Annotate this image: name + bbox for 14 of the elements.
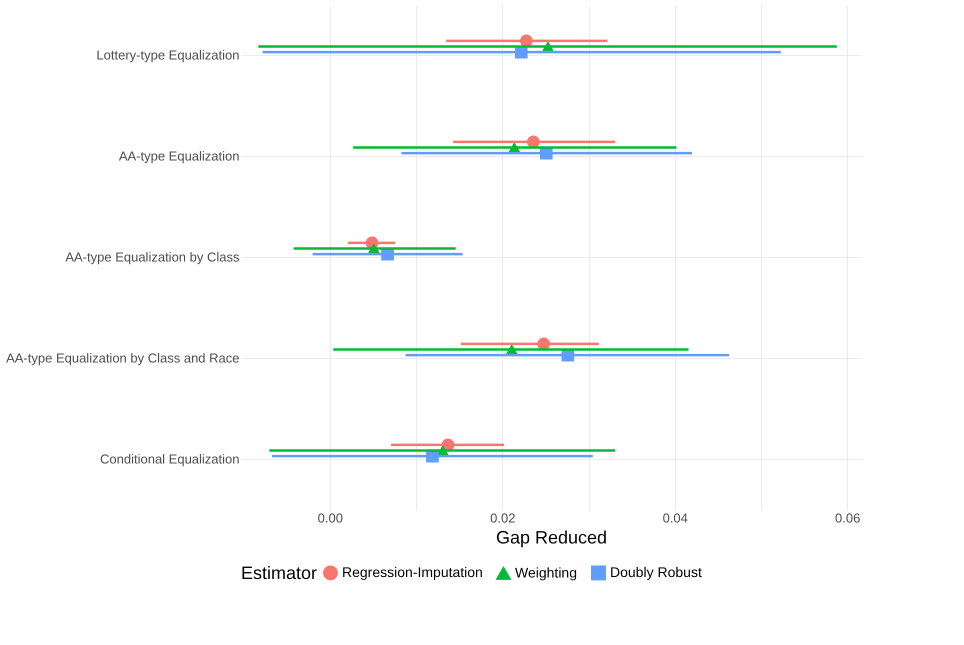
y-tick-label: AA-type Equalization by Class and Race xyxy=(6,350,240,366)
x-tick-label: 0.04 xyxy=(662,510,688,526)
legend-title: Estimator xyxy=(241,563,318,583)
y-tick-label: Conditional Equalization xyxy=(100,452,240,466)
x-tick-label: 0.00 xyxy=(318,510,343,526)
y-tick-label: Lottery-type Equalization xyxy=(96,48,240,62)
legend-label: Doubly Robust xyxy=(610,564,702,580)
y-tick-label: AA-type Equalization xyxy=(118,148,240,164)
x-tick-label: 0.06 xyxy=(835,510,860,526)
x-tick-label: 0.02 xyxy=(490,510,516,526)
legend-label: Weighting xyxy=(515,564,578,580)
x-axis-title: Gap Reduced xyxy=(496,528,608,548)
legend-label: Regression-Imputation xyxy=(342,564,483,580)
y-tick-label: AA-type Equalization by Class xyxy=(65,250,240,264)
